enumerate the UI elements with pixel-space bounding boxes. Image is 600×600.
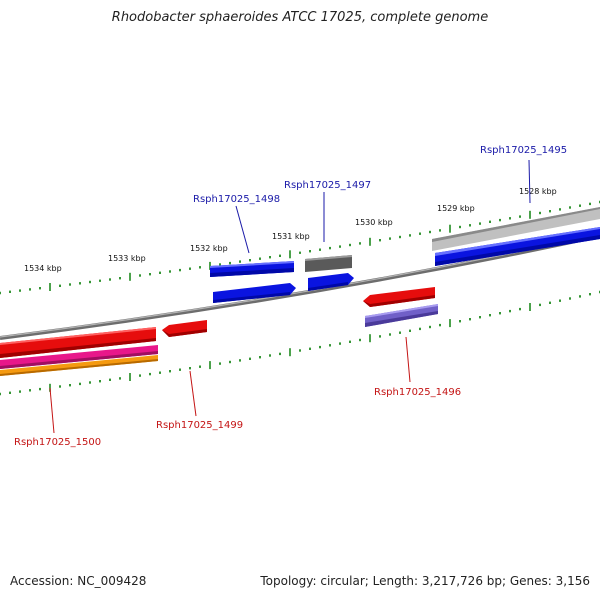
gene-blue-arrow-1[interactable]	[213, 283, 296, 303]
kbp-label-1533: 1533 kbp	[108, 254, 146, 263]
accession-text: Accession: NC_009428	[10, 574, 147, 588]
kbp-label-1531: 1531 kbp	[272, 232, 310, 241]
gene-rsph17025-1497-box[interactable]	[305, 255, 352, 272]
callout-lines	[49, 159, 531, 434]
kbp-label-1532: 1532 kbp	[190, 244, 228, 253]
gene-rsph17025-1496-box[interactable]	[365, 304, 438, 327]
gene-label-1500[interactable]: Rsph17025_1500	[14, 437, 101, 448]
kbp-label-1530: 1530 kbp	[355, 218, 393, 227]
gene-label-1495[interactable]: Rsph17025_1495	[480, 145, 567, 156]
gene-red-arrow-1496[interactable]	[363, 287, 435, 307]
gene-label-1499[interactable]: Rsph17025_1499	[156, 420, 243, 431]
gene-blue-arrow-2[interactable]	[308, 273, 354, 291]
gene-label-1497[interactable]: Rsph17025_1497	[284, 180, 371, 191]
gene-labels: Rsph17025_1495 Rsph17025_1497 Rsph17025_…	[14, 145, 567, 448]
gene-orange-box[interactable]	[0, 355, 158, 376]
gene-lightgray-box[interactable]	[432, 207, 600, 251]
kbp-tick-track-inner	[0, 290, 600, 396]
kbp-label-1528: 1528 kbp	[519, 187, 557, 196]
gene-rsph17025-1499-arrow[interactable]	[162, 320, 207, 337]
kbp-label-1534: 1534 kbp	[24, 264, 62, 273]
kbp-labels: 1534 kbp 1533 kbp 1532 kbp 1531 kbp 1530…	[24, 187, 557, 273]
gene-magenta-box[interactable]	[0, 345, 158, 369]
map-title: Rhodobacter sphaeroides ATCC 17025, comp…	[111, 10, 489, 25]
genome-summary-text: Topology: circular; Length: 3,217,726 bp…	[260, 574, 590, 588]
gene-rsph17025-1495-box[interactable]	[435, 227, 600, 266]
gene-label-1496[interactable]: Rsph17025_1496	[374, 387, 461, 398]
gene-rsph17025-1498-box[interactable]	[210, 261, 294, 277]
gene-label-1498[interactable]: Rsph17025_1498	[193, 194, 280, 205]
gene-red-box-left[interactable]	[0, 327, 156, 358]
kbp-label-1529: 1529 kbp	[437, 204, 475, 213]
